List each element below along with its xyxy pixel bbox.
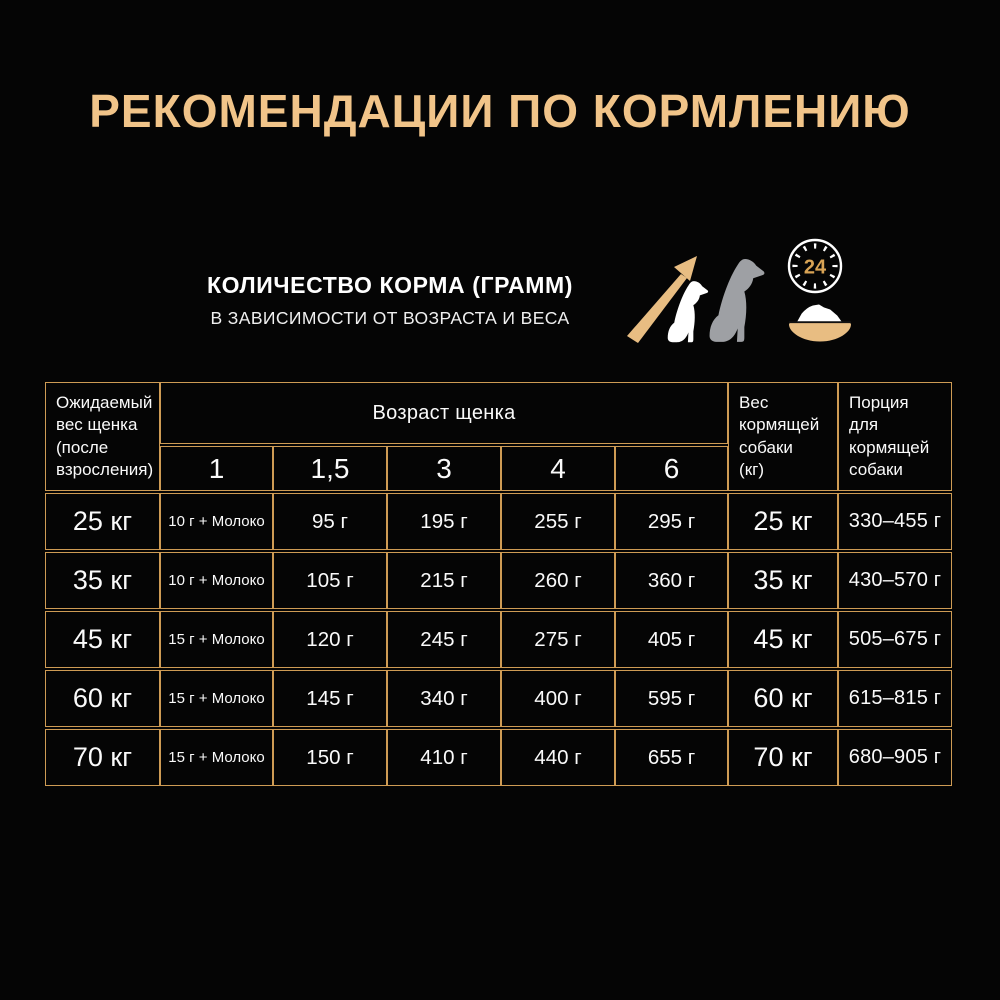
month-1-5-cell: 105 г [273,552,387,609]
nursing-portion-cell: 330–455 г [838,493,953,550]
nursing-portion-cell: 505–675 г [838,611,953,668]
month-3-cell: 410 г [387,729,501,786]
age-column-1: 1 [160,446,273,491]
nursing-weight-header: Вес кормящей собаки (кг) [728,382,839,491]
growth-arrow-icon [627,256,697,343]
nursing-portion-cell: 680–905 г [838,729,953,786]
clock-24h-icon: 24 [787,238,843,294]
month-1-cell: 10 г + Молоко [160,493,273,550]
food-bowl-icon [789,304,851,342]
age-column-3: 3 [387,446,501,491]
month-4-cell: 260 г [501,552,615,609]
month-1-cell: 15 г + Молоко [160,611,273,668]
month-3-cell: 215 г [387,552,501,609]
month-1-cell: 10 г + Молоко [160,552,273,609]
month-6-cell: 295 г [615,493,729,550]
age-column-6: 6 [615,446,729,491]
nursing-portion-header: Порция для кормящей собаки [838,382,953,491]
month-6-cell: 655 г [615,729,729,786]
month-6-cell: 405 г [615,611,729,668]
month-1-5-cell: 95 г [273,493,387,550]
weight-cell: 70 кг [45,729,160,786]
month-4-cell: 255 г [501,493,615,550]
age-column-1-5: 1,5 [273,446,387,491]
table-row: 45 кг 15 г + Молоко 120 г 245 г 275 г 40… [45,611,953,668]
month-4-cell: 440 г [501,729,615,786]
month-1-5-cell: 145 г [273,670,387,727]
month-4-cell: 400 г [501,670,615,727]
nursing-weight-cell: 35 кг [728,552,839,609]
month-1-5-cell: 150 г [273,729,387,786]
weight-cell: 25 кг [45,493,160,550]
month-3-cell: 245 г [387,611,501,668]
nursing-weight-cell: 45 кг [728,611,839,668]
table-row: 35 кг 10 г + Молоко 105 г 215 г 260 г 36… [45,552,953,609]
adult-dog-silhouette-icon [709,258,765,342]
section-header: КОЛИЧЕСТВО КОРМА (ГРАММ) В ЗАВИСИМОСТИ О… [100,272,680,329]
table-row: 25 кг 10 г + Молоко 95 г 195 г 255 г 295… [45,493,953,550]
month-3-cell: 195 г [387,493,501,550]
growth-arrow-dogs-icon [627,256,765,343]
weight-cell: 60 кг [45,670,160,727]
month-4-cell: 275 г [501,611,615,668]
section-heading: КОЛИЧЕСТВО КОРМА (ГРАММ) [206,272,574,298]
month-6-cell: 360 г [615,552,729,609]
month-1-5-cell: 120 г [273,611,387,668]
month-1-cell: 15 г + Молоко [160,729,273,786]
table-row: 60 кг 15 г + Молоко 145 г 340 г 400 г 59… [45,670,953,727]
puppy-age-header: Возраст щенка [160,382,729,444]
nursing-weight-cell: 25 кг [728,493,839,550]
age-subheader-row: 1 1,5 3 4 6 [45,446,952,491]
month-1-cell: 15 г + Молоко [160,670,273,727]
table-header-row: Ожидаемый вес щенка (после взросления) В… [45,382,953,491]
nursing-portion-cell: 430–570 г [838,552,953,609]
weight-cell: 45 кг [45,611,160,668]
puppy-silhouette-icon [667,281,709,343]
expected-weight-header: Ожидаемый вес щенка (после взросления) [45,382,160,491]
table-row: 70 кг 15 г + Молоко 150 г 410 г 440 г 65… [45,729,953,786]
page-title: РЕКОМЕНДАЦИИ ПО КОРМЛЕНИЮ [89,85,911,137]
nursing-portion-cell: 615–815 г [838,670,953,727]
month-6-cell: 595 г [615,670,729,727]
section-subheading: В ЗАВИСИМОСТИ ОТ ВОЗРАСТА И ВЕСА [210,308,570,328]
clock-24-label: 24 [804,257,827,279]
month-3-cell: 340 г [387,670,501,727]
age-column-4: 4 [501,446,615,491]
nursing-weight-cell: 70 кг [728,729,839,786]
weight-cell: 35 кг [45,552,160,609]
feeding-table: Ожидаемый вес щенка (после взросления) В… [45,380,953,788]
nursing-weight-cell: 60 кг [728,670,839,727]
